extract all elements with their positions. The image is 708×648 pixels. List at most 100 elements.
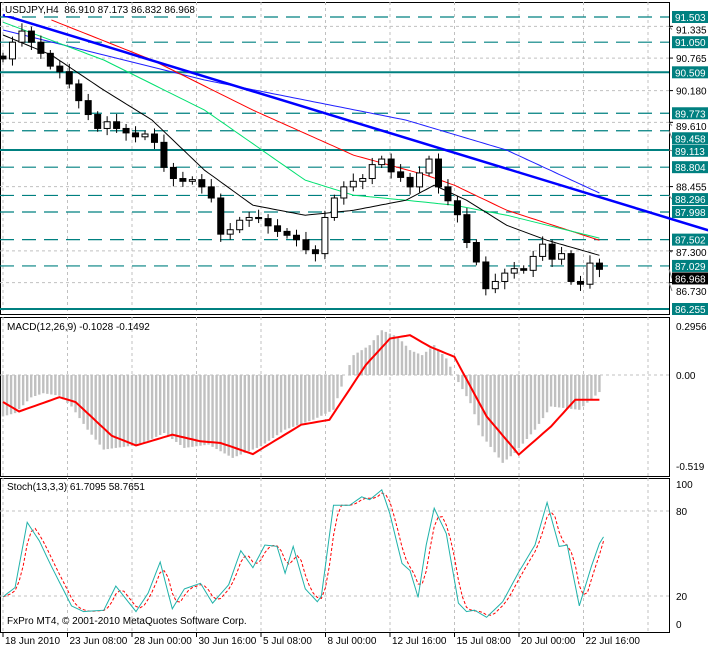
level-price-label: 89.773 [675,109,706,120]
macd-histogram-bar [239,375,242,455]
axis-label-leader [668,26,673,30]
macd-histogram-bar [154,375,158,437]
time-axis-label: 20 Jul 00:00 [521,636,576,647]
macd-axis-label: 0.2956 [676,322,707,333]
macd-histogram-bar [118,375,122,448]
candle-body [169,166,177,180]
time-axis-label: 23 Jun 08:00 [70,636,128,647]
macd-histogram-bar [263,375,267,444]
axis-label-leader [668,130,673,139]
macd-histogram-bar [231,375,234,458]
time-axis-label: 30 Jun 16:00 [199,636,257,647]
macd-histogram-bar [428,348,432,375]
macd-histogram-bar [449,366,452,375]
level-price-label: 86.255 [675,305,706,316]
macd-histogram-bar [320,375,323,416]
macd-histogram-bar [287,375,291,429]
candle-body [330,197,338,218]
macd-histogram-bar [557,375,561,408]
macd-histogram-bar [78,375,81,419]
macd-histogram-bar [457,375,460,383]
macd-histogram-bar [461,375,464,390]
price-axis-label: 86.730 [676,287,707,298]
macd-histogram-bar [291,375,295,427]
time-axis-label: 28 Jun 00:00 [134,636,192,647]
stoch-axis-label: 20 [676,592,688,603]
axis-label-leader [668,282,673,292]
macd-histogram-bar [62,375,65,400]
macd-histogram-bar [420,355,424,375]
macd-title: MACD(12,26,9) -0.1028 -0.1492 [7,322,150,333]
candle-body [56,65,64,73]
candle-body [18,30,26,43]
macd-histogram-bar [106,375,109,450]
macd-histogram-bar [110,375,114,449]
stoch-title: Stoch(13,3,3) 61.7095 58.7651 [7,482,145,493]
macd-histogram-bar [267,375,271,441]
macd-histogram-bar [138,375,142,445]
macd-histogram-bar [54,375,57,396]
macd-histogram-bar [501,375,504,463]
candle-body [529,255,537,271]
candle-body [198,179,206,188]
macd-histogram-bar [348,365,351,375]
macd-histogram-bar [529,375,533,435]
candle-body [425,158,433,174]
macd-histogram-bar [187,375,190,448]
macd-histogram-bar [247,375,251,452]
time-axis-label: 5 Jul 08:00 [263,636,312,647]
candle-body [103,121,111,129]
level-price-tag [672,144,708,157]
macd-histogram-bar [126,375,130,447]
moving-average-line [51,19,600,241]
macd-histogram-bar [158,375,162,435]
moving-average-line [2,21,600,239]
axis-label-leader [668,269,673,279]
level-price-tag [672,303,708,315]
candle-body [340,186,348,199]
time-axis-label: 22 Jul 16:00 [586,636,641,647]
price-axis-label: 87.300 [676,248,707,259]
macd-histogram-bar [300,375,303,425]
macd-histogram-bar [340,375,343,387]
macd-signal-line [2,334,600,457]
macd-histogram-bar [566,375,569,409]
candle-body [0,55,7,60]
macd-histogram-bar [17,375,21,410]
macd-histogram-bar [271,375,275,438]
macd-histogram-bar [517,375,521,449]
candle-body [113,121,121,129]
macd-histogram-bar [134,375,138,446]
macd-histogram-bar [223,375,226,454]
level-price-tag [672,107,708,120]
macd-histogram-bar [324,375,327,414]
candle-body [46,52,54,67]
candle-body [595,262,603,270]
macd-histogram-bar [30,375,33,398]
macd-histogram-bar [404,345,408,375]
level-price-label: 90.509 [675,68,706,79]
candle-body [226,229,234,235]
macd-histogram-bar [215,375,218,450]
level-price-tag [672,132,708,145]
level-price-tag [672,206,708,219]
macd-histogram-bar [130,375,134,446]
candle-body [444,186,452,202]
candle-body [434,158,442,188]
macd-histogram-bar [163,375,166,434]
candle-body [255,216,263,220]
level-price-tag [672,11,708,23]
level-price-tag [672,36,708,49]
axis-label-leader [668,121,673,127]
stoch-axis-label: 100 [676,480,693,491]
candle-body [37,41,45,54]
candle-body [292,234,300,241]
axis-label-leader [668,195,673,200]
level-price-tag [672,66,708,79]
macd-histogram-bar [352,355,355,375]
macd-histogram-bar [295,375,299,426]
candle-body [482,261,490,290]
copyright-text: FxPro MT4, © 2001-2010 MetaQuotes Softwa… [7,616,247,627]
